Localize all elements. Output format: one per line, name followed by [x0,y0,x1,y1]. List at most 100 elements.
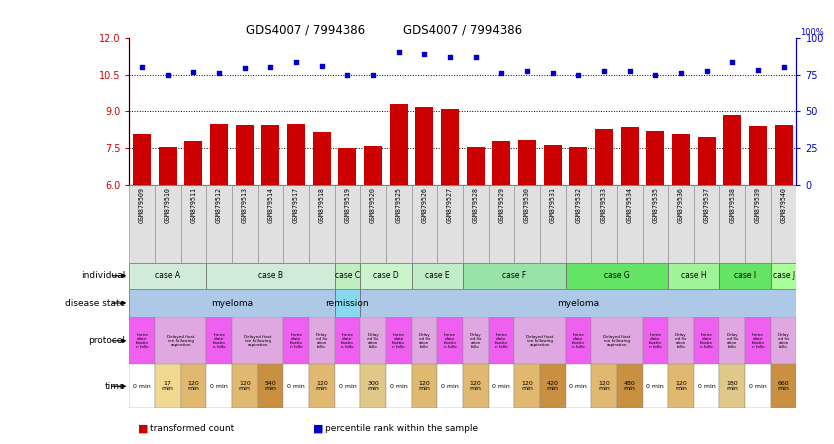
Text: 120
min: 120 min [598,381,610,392]
Point [675,70,688,77]
Text: GSM879527: GSM879527 [447,187,453,223]
Bar [415,107,434,185]
Text: Delay
ed fix
ation
follo: Delay ed fix ation follo [367,333,379,349]
Bar [463,317,489,364]
Text: GSM879534: GSM879534 [626,187,633,223]
Text: Imme
diate
fixatio
n follo: Imme diate fixatio n follo [649,333,661,349]
Bar [284,185,309,263]
Bar [232,317,284,364]
Point [418,50,431,57]
Bar [129,289,334,317]
Bar [565,364,591,408]
Bar [411,263,463,289]
Bar [206,317,232,364]
Bar [261,125,279,185]
Bar [411,185,437,263]
Text: GSM879519: GSM879519 [344,187,350,223]
Bar [489,185,515,263]
Text: GSM879532: GSM879532 [575,187,581,223]
Text: case A: case A [155,271,180,280]
Bar [565,185,591,263]
Text: case G: case G [604,271,630,280]
Text: case D: case D [373,271,399,280]
Text: GSM879528: GSM879528 [473,187,479,223]
Text: Imme
diate
fixatio
n follo: Imme diate fixatio n follo [701,333,713,349]
Bar [437,364,463,408]
Text: case I: case I [734,271,756,280]
Bar [515,364,540,408]
Bar [463,185,489,263]
Text: 0 min: 0 min [570,384,587,389]
Text: 180
min: 180 min [726,381,738,392]
Text: 0 min: 0 min [210,384,228,389]
Text: case H: case H [681,271,706,280]
Text: Imme
diate
fixatio
n follo: Imme diate fixatio n follo [136,333,148,349]
Bar [668,317,694,364]
Bar [591,185,617,263]
Text: 120
min: 120 min [675,381,687,392]
Text: GSM879538: GSM879538 [729,187,736,223]
Bar [236,125,254,185]
Bar [334,317,360,364]
Bar [642,317,668,364]
Text: GSM879531: GSM879531 [550,187,555,223]
Bar [540,185,565,263]
Text: GDS4007 / 7994386: GDS4007 / 7994386 [246,24,365,36]
Bar [155,185,181,263]
Text: GSM879529: GSM879529 [499,187,505,223]
Point [726,59,739,66]
Bar [565,263,668,289]
Text: 0 min: 0 min [339,384,356,389]
Text: 540
min: 540 min [264,381,276,392]
Bar [518,140,536,185]
Bar [181,364,206,408]
Text: Imme
diate
fixatio
n follo: Imme diate fixatio n follo [392,333,405,349]
Text: 17
min: 17 min [162,381,173,392]
Text: individual: individual [81,271,125,280]
Text: protocol: protocol [88,336,125,345]
Bar [441,109,459,185]
Bar [749,126,767,185]
Bar [771,317,796,364]
Bar [133,134,151,185]
Point [520,67,534,75]
Bar [309,185,334,263]
Bar [313,132,331,185]
Text: Imme
diate
fixatio
n follo: Imme diate fixatio n follo [341,333,354,349]
Bar [642,364,668,408]
Point [366,71,379,78]
Bar [745,364,771,408]
Bar [489,317,515,364]
Bar [646,131,665,185]
Text: GSM879512: GSM879512 [216,187,222,223]
Bar [515,317,565,364]
Bar [723,115,741,185]
Point [289,59,303,66]
Bar [771,185,796,263]
Bar [155,364,181,408]
Text: GSM879513: GSM879513 [242,187,248,223]
Text: myeloma: myeloma [211,298,253,308]
Text: 420
min: 420 min [547,381,559,392]
Bar [617,364,642,408]
Point [597,67,610,75]
Bar [467,147,485,185]
Bar [210,124,228,185]
Bar [771,364,796,408]
Text: 120
min: 120 min [316,381,328,392]
Bar [668,185,694,263]
Bar [540,364,565,408]
Bar [620,127,639,185]
Text: Imme
diate
fixatio
n follo: Imme diate fixatio n follo [572,333,585,349]
Text: GSM879530: GSM879530 [524,187,530,223]
Text: Delayed fixat
ion following
aspiration: Delayed fixat ion following aspiration [244,335,271,347]
Text: Imme
diate
fixatio
n follo: Imme diate fixatio n follo [213,333,225,349]
Bar [334,185,360,263]
Text: myeloma: myeloma [557,298,600,308]
Point [649,71,662,78]
Text: Delayed fixat
ion following
aspiration: Delayed fixat ion following aspiration [603,335,631,347]
Text: 0 min: 0 min [749,384,766,389]
Bar [411,364,437,408]
Text: GSM879540: GSM879540 [781,187,786,223]
Bar [206,185,232,263]
